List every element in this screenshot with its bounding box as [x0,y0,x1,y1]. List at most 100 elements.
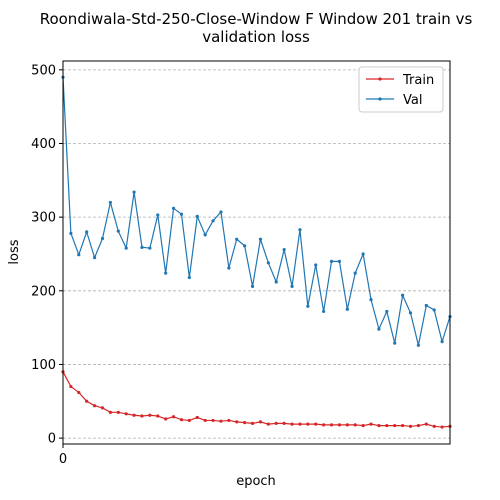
legend-label-train: Train [402,73,434,88]
data-point-train [416,423,421,428]
data-point-val [164,271,168,275]
data-point-train [353,423,357,427]
y-tick-label: 100 [31,358,56,373]
data-point-train [408,424,413,428]
data-point-train [227,418,231,423]
data-point-val [266,261,270,265]
plot-frame [62,60,451,445]
data-point-val [211,219,215,223]
x-ticks: 0 [59,444,67,467]
data-point-val [250,284,255,288]
data-point-train [179,418,184,422]
chart-title-line1: Roondiwala-Std-250-Close-Window F Window… [40,10,473,28]
data-point-val [219,210,223,214]
data-point-val [203,233,207,237]
data-point-val [353,271,357,275]
y-tick-label: 300 [31,211,56,226]
x-axis-label: epoch [236,474,276,489]
data-point-train [337,423,342,427]
data-point-val [290,284,294,288]
y-tick-label: 400 [31,137,56,152]
data-point-train [298,422,302,426]
data-point-train [92,404,97,408]
data-point-val [235,237,239,241]
data-point-train [377,423,381,428]
data-point-train [314,422,318,426]
data-point-val [258,237,263,241]
data-point-val [227,266,231,270]
data-point-train [250,421,255,425]
data-point-val [329,259,334,263]
data-point-val [187,275,191,280]
series-line-val [62,77,451,346]
data-point-val [108,200,112,205]
data-point-train [306,422,310,426]
data-point-val [306,304,310,308]
data-point-val [322,309,326,314]
data-point-train [203,418,207,423]
x-tick-label: 0 [59,452,67,467]
data-point-train [266,422,270,426]
series-line-train [62,371,451,428]
data-point-train [156,414,160,418]
data-point-train [140,414,144,418]
data-point-train [195,415,199,420]
data-point-val [179,212,184,216]
data-point-val [274,280,278,284]
data-point-val [100,236,105,241]
data-point-val [195,214,199,219]
data-point-val [171,206,176,210]
data-point-train [440,425,444,429]
data-point-val [337,259,342,263]
y-tick-label: 0 [48,432,56,447]
data-point-train [132,413,136,417]
data-point-train [322,423,326,427]
data-point-val [77,253,81,257]
data-point-train [187,418,191,423]
data-point-train [385,423,389,428]
data-point-val [369,298,373,302]
data-point-val [132,190,136,194]
data-point-train [258,420,263,424]
data-point-train [77,390,81,395]
data-point-train [345,423,349,427]
data-point-train [243,421,247,425]
data-point-val [124,246,128,250]
data-point-val [408,311,413,315]
data-point-train [282,421,286,425]
data-point-train [219,419,223,423]
series-train [61,370,452,429]
y-ticks: 0 100 200 300 400 500 [31,63,63,447]
series-layer [61,75,452,429]
y-tick-label: 200 [31,284,56,299]
data-point-val [440,340,444,344]
data-point-val [69,231,73,235]
data-point-val [116,229,120,233]
data-point-train [369,422,373,426]
data-point-train [401,423,405,428]
data-point-val [298,228,302,232]
data-point-train [171,415,176,419]
grid-lines [63,69,450,439]
legend-label-val: Val [403,93,422,108]
data-point-train [85,399,89,403]
data-point-val [92,256,97,260]
data-point-train [164,417,168,421]
data-point-train [290,422,294,426]
data-point-val [282,247,286,252]
data-point-train [424,422,428,426]
data-point-val [156,213,160,217]
data-point-train [69,384,73,389]
data-point-train [116,410,120,414]
data-point-val [416,343,421,347]
data-point-val [393,341,397,345]
data-point-val [85,230,89,234]
data-point-val [243,244,247,248]
data-point-val [424,303,428,308]
data-point-val [140,245,144,249]
data-point-val [385,309,389,314]
data-point-val [314,263,318,267]
data-point-train [361,423,365,428]
data-point-train [393,423,397,428]
